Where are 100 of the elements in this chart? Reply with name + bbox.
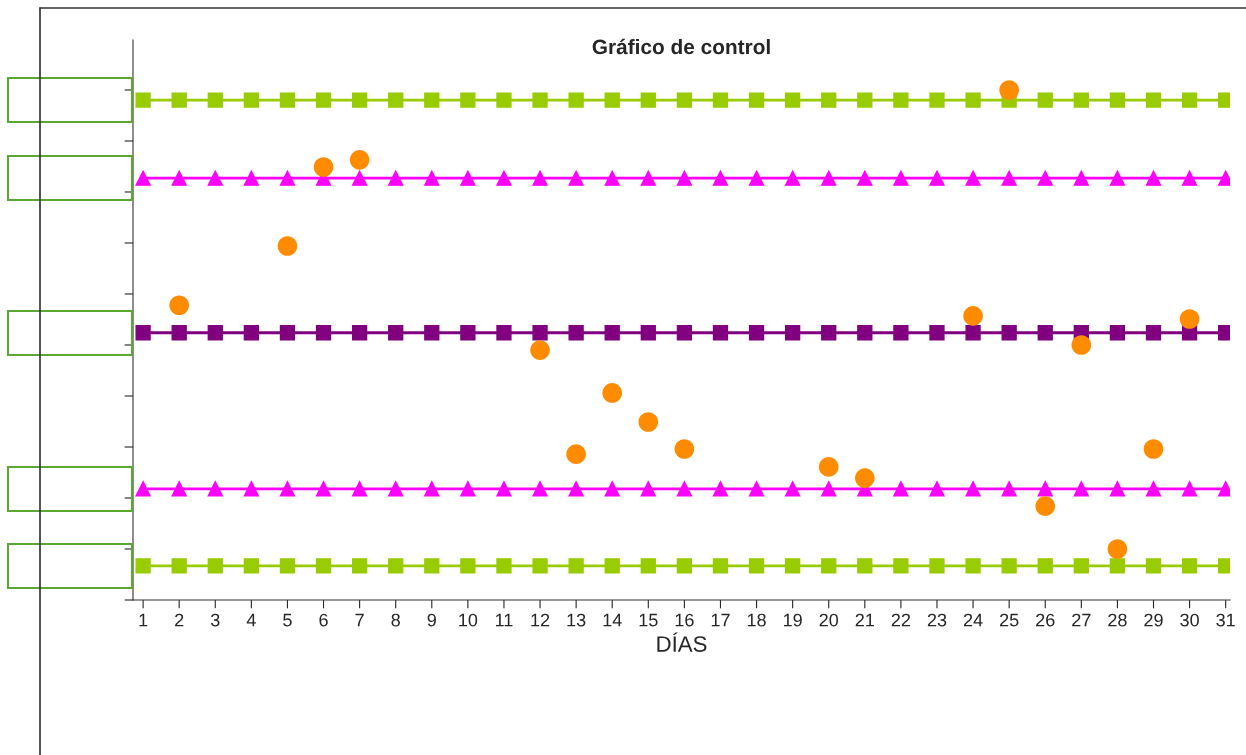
point <box>785 325 801 341</box>
x-tick-label: 14 <box>603 613 622 627</box>
point <box>965 170 981 186</box>
point <box>1001 481 1017 497</box>
point <box>243 170 260 186</box>
point <box>207 481 223 497</box>
point <box>460 170 476 186</box>
point <box>171 170 187 186</box>
point <box>640 92 656 108</box>
point <box>929 170 945 186</box>
point <box>243 325 260 341</box>
x-tick-label: 25 <box>1000 613 1019 627</box>
point <box>1145 170 1162 186</box>
point <box>496 170 512 186</box>
point <box>1037 325 1053 341</box>
point <box>207 558 223 574</box>
x-tick-label: 31 <box>1216 613 1235 627</box>
point <box>748 92 765 108</box>
point <box>532 558 548 574</box>
point <box>640 481 656 497</box>
point <box>532 170 548 186</box>
x-tick-label: 17 <box>711 613 730 627</box>
point <box>785 170 801 186</box>
x-tick-label: 6 <box>319 613 328 627</box>
point <box>460 92 476 108</box>
point <box>1037 92 1053 108</box>
point <box>965 481 981 497</box>
point <box>676 481 693 497</box>
point <box>676 558 693 574</box>
point <box>1179 309 1200 329</box>
point <box>313 157 334 177</box>
point <box>1107 539 1128 559</box>
point <box>1143 439 1164 459</box>
point <box>857 325 873 341</box>
point <box>388 170 404 186</box>
point <box>1181 558 1198 574</box>
point <box>893 481 909 497</box>
point <box>1001 558 1017 574</box>
point <box>315 325 332 341</box>
point <box>1073 481 1089 497</box>
point <box>315 558 332 574</box>
point <box>604 558 620 574</box>
point <box>496 92 512 108</box>
point <box>530 340 550 360</box>
point <box>568 92 584 108</box>
point <box>1109 170 1126 186</box>
point <box>1073 170 1089 186</box>
point <box>1109 481 1126 497</box>
point <box>351 325 368 341</box>
point <box>171 558 187 574</box>
x-tick-label: 27 <box>1072 613 1091 627</box>
point <box>965 558 981 574</box>
x-tick-label: 22 <box>891 613 911 627</box>
point <box>388 325 404 341</box>
x-tick-label: 21 <box>855 613 874 627</box>
point <box>566 444 586 464</box>
point <box>602 383 623 403</box>
point <box>424 92 440 108</box>
point <box>785 481 801 497</box>
point <box>640 170 656 186</box>
point <box>893 325 909 341</box>
point <box>532 92 548 108</box>
point <box>604 325 620 341</box>
point <box>638 412 659 432</box>
point <box>748 170 765 186</box>
point <box>1181 170 1198 186</box>
point <box>712 481 729 497</box>
point <box>424 481 440 497</box>
point <box>1109 92 1126 108</box>
point <box>1071 335 1092 355</box>
point <box>388 558 404 574</box>
x-tick-label: 1 <box>139 613 148 627</box>
point <box>568 481 584 497</box>
x-tick-label: 16 <box>675 613 694 627</box>
x-tick-label: 13 <box>567 613 586 627</box>
point <box>135 170 151 186</box>
x-tick-label: 28 <box>1108 613 1127 627</box>
point <box>854 468 875 488</box>
point <box>857 92 873 108</box>
point <box>207 92 223 108</box>
point <box>929 92 945 108</box>
point <box>748 325 765 341</box>
x-tick-label: 7 <box>355 613 364 627</box>
point <box>279 325 296 341</box>
point <box>135 558 151 574</box>
point <box>821 325 837 341</box>
point <box>568 325 584 341</box>
point <box>388 92 404 108</box>
point <box>821 170 837 186</box>
point <box>496 481 512 497</box>
point <box>171 481 187 497</box>
point <box>1073 92 1089 108</box>
point <box>676 325 693 341</box>
point <box>604 481 620 497</box>
point <box>785 92 801 108</box>
point <box>243 92 260 108</box>
point <box>640 558 656 574</box>
point <box>929 481 945 497</box>
point <box>169 295 190 316</box>
point <box>279 170 296 186</box>
